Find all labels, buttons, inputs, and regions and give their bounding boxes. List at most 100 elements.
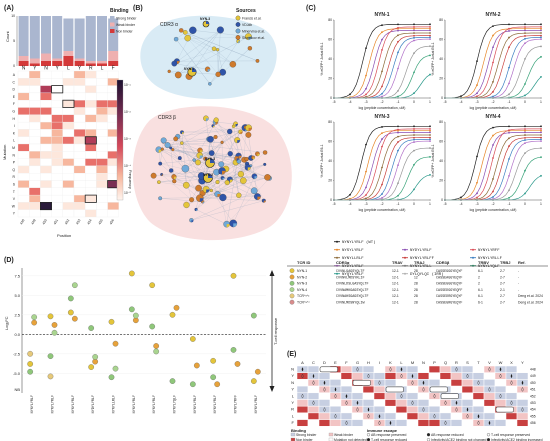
network-node-slice — [236, 158, 239, 161]
e-escape-icon — [455, 366, 458, 372]
e-escape-icon — [334, 393, 337, 399]
dose-point — [429, 131, 431, 134]
network-node-slice — [199, 155, 203, 159]
network-edge — [161, 170, 223, 175]
tcr-table: TCR ID CDR3α TRAV TRAJ CDR3β TRBV TRBJ Ref. NYN-… — [287, 260, 548, 306]
e-cell — [461, 399, 474, 407]
panel-a-ylabel: Count — [5, 30, 10, 42]
panel-d: (D) 7.5 5.0 2.5 0.0 -2.5 -5.0 NB NYNYLYRLF NYNYL… — [4, 257, 278, 413]
dose-point — [429, 138, 431, 141]
cbar-tick: 10⁻¹ — [124, 83, 132, 87]
heat-cell — [62, 136, 75, 145]
dose-point — [524, 58, 526, 60]
count-bar-segment — [63, 51, 74, 56]
e-cell — [472, 365, 485, 373]
dose-point — [508, 158, 510, 160]
dose-point — [508, 137, 510, 140]
heat-cell — [40, 78, 52, 86]
e-escape-icon — [411, 380, 414, 385]
heat-cell — [40, 202, 52, 210]
count-bar-segment — [29, 16, 40, 59]
network-edge — [191, 191, 256, 221]
heat-cell — [96, 173, 108, 181]
heat-cell — [107, 209, 119, 218]
dose-ylabel: % eGFP+ Jurkat E6-1 — [431, 144, 435, 177]
dose-point — [429, 125, 431, 128]
d-point — [47, 373, 54, 380]
table-cell-trav: 12-1 — [392, 275, 399, 279]
dose-point — [540, 128, 542, 130]
heat-cell — [73, 202, 86, 210]
mutation-tick: C — [13, 80, 16, 84]
network-node-slice — [176, 61, 180, 64]
e-cell — [362, 385, 375, 394]
network-edge — [172, 149, 239, 162]
table-cell-id: TCRᴬ¹ᴬ² — [297, 294, 310, 298]
e-escape-label: Infectivity/ACE2 binding not changed — [431, 438, 487, 441]
dose-point — [397, 135, 399, 138]
heat-cell — [96, 180, 108, 188]
legend-peptide: NYNYLYRFF — [478, 249, 500, 253]
d-point — [173, 304, 180, 311]
network-node-slice — [257, 196, 261, 200]
dose-point — [413, 131, 415, 134]
dose-curve — [334, 32, 430, 99]
d-point — [92, 354, 99, 360]
position-number: 453 — [75, 218, 81, 225]
dose-point — [540, 136, 542, 139]
network-node — [244, 157, 249, 162]
dose-point — [524, 129, 526, 132]
network-edge — [205, 118, 230, 132]
dose-point — [333, 97, 335, 99]
e-cell — [406, 385, 419, 394]
dose-point — [413, 141, 415, 143]
dose-y-tick: 60 — [328, 38, 332, 42]
e-escape-label: T-cell response preserved — [491, 433, 530, 437]
e-cell — [362, 365, 375, 373]
dose-point — [413, 199, 415, 201]
dose-point — [524, 27, 526, 30]
e-escape-icon — [499, 373, 502, 379]
dose-point — [476, 196, 478, 199]
table-row-swatch — [289, 299, 295, 305]
e-escape-icon — [488, 366, 491, 372]
dose-point — [508, 93, 510, 96]
heat-cell — [17, 136, 30, 145]
e-row-letter: N — [291, 380, 294, 385]
e-escape-icon-filled — [356, 400, 359, 405]
table-cell-trbj: 2-7 — [500, 269, 505, 273]
dose-point — [524, 169, 526, 172]
network-node-slice — [226, 224, 230, 228]
count-bar-segment — [63, 18, 74, 51]
d-y-tick: -2.5 — [13, 351, 21, 356]
heat-cell — [62, 187, 75, 196]
a-count-tick: 5 — [13, 39, 15, 43]
e-cell — [318, 392, 331, 400]
table-cell-ref: Deng et.al. 2024 — [518, 294, 543, 298]
dose-point — [492, 97, 494, 99]
e-escape-icon-filled — [466, 407, 469, 412]
dose-point — [397, 34, 399, 37]
cbar-tick: 10⁻² — [124, 110, 132, 114]
dose-point — [381, 70, 383, 73]
network-node-slice — [170, 147, 173, 150]
dose-x-tick: -1 — [396, 100, 399, 104]
e-cell — [505, 365, 518, 373]
table-cell-cdr3b: CASSEDGGYEQFF — [436, 289, 462, 293]
e-cell — [373, 372, 386, 380]
count-bar-segment — [74, 61, 85, 66]
panel-b-legend-title: Sources — [236, 8, 256, 14]
heat-cell — [73, 187, 86, 196]
network-edge — [176, 39, 210, 84]
dose-point — [540, 199, 542, 201]
network-node-slice — [238, 41, 240, 44]
table-cell-id: NYN-3 — [297, 282, 307, 286]
e-escape-label: Infectivity/ACE2 binding increased — [491, 438, 543, 441]
e-cell — [384, 405, 397, 414]
count-bar-segment — [74, 18, 85, 59]
network-node — [160, 147, 164, 151]
cdr3b-label: CDR3 β — [158, 115, 176, 121]
e-cell — [428, 399, 441, 407]
dose-point — [365, 74, 367, 77]
